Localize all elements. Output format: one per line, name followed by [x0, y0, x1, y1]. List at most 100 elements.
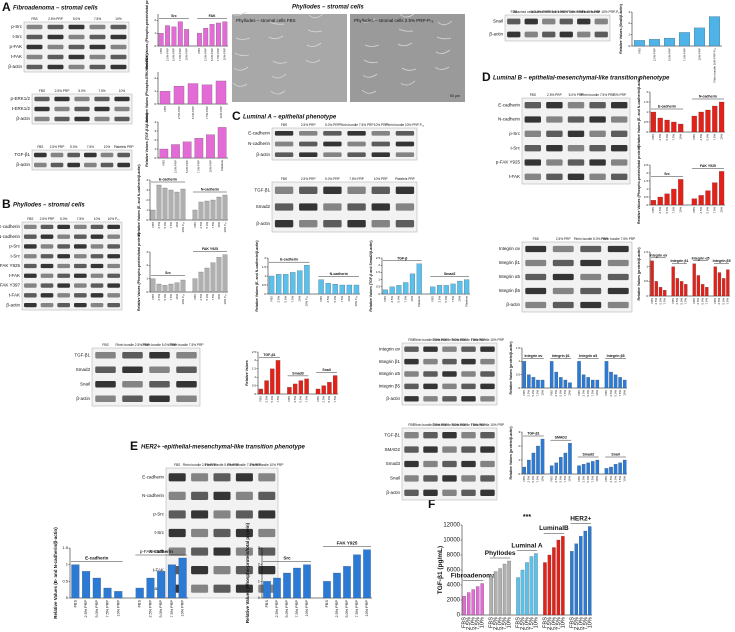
bar: [275, 274, 282, 295]
category-label: FBS: [193, 222, 197, 228]
band: [442, 346, 457, 352]
category-label: 5.0%: [163, 222, 167, 229]
category-label: 10%: [678, 134, 682, 140]
y-axis-label: Relative Values (E- and N-cadherin/β-act…: [637, 76, 641, 147]
lane-label: Fibrin bundle 7.5% PRP: [227, 463, 261, 467]
category-label: FBS: [73, 600, 77, 608]
category-label: 7.5% PRP: [205, 106, 209, 119]
category-label: 2.5%: [554, 390, 558, 397]
band: [26, 64, 43, 70]
y-tick-label: 2: [146, 263, 148, 267]
category-label: 10%: [175, 294, 179, 300]
band: [461, 460, 476, 468]
category-label: 10%: [622, 390, 626, 396]
band: [480, 396, 495, 402]
bar: [315, 388, 321, 395]
bar: [722, 278, 726, 297]
category-label: FBS: [577, 390, 581, 396]
y-tick-label: 1: [146, 276, 148, 280]
lane-label: 2.5% PRP: [40, 217, 55, 221]
band: [40, 273, 54, 278]
y-tick-label: 1: [258, 578, 261, 583]
lane-label: 10%: [119, 89, 126, 93]
bar: [650, 260, 654, 297]
cell-streak: [233, 66, 249, 71]
category-label: 7.5%: [211, 222, 215, 229]
category-label: 10% P₇₅: [305, 296, 309, 307]
band: [168, 510, 186, 519]
y-tick-label: 3: [154, 129, 156, 133]
band: [423, 489, 438, 496]
cell-streak: [397, 42, 413, 47]
bar: [165, 25, 170, 47]
bar: [549, 465, 554, 475]
band: [110, 24, 127, 30]
category-label: 5.0% PRP: [159, 600, 163, 618]
band: [213, 473, 231, 482]
micrograph: [232, 14, 347, 102]
lane-label: Platelets PRP: [114, 145, 134, 149]
category-label: 10%: [347, 296, 351, 302]
category-label: 2.5% PRP: [165, 48, 169, 61]
band: [26, 34, 43, 40]
category-label: FBS: [259, 396, 263, 402]
band: [114, 106, 130, 112]
bar: [273, 577, 281, 599]
band: [480, 358, 495, 365]
band: [442, 396, 457, 402]
category-label: 5.0%: [658, 298, 662, 305]
band: [404, 475, 419, 482]
category-label: 5.0%: [665, 207, 669, 214]
y-tick-label: 0: [254, 392, 256, 396]
band: [90, 283, 104, 288]
band: [68, 44, 85, 50]
category-label: 7.5% PRP: [295, 600, 299, 618]
y-tick-label: 1: [254, 375, 256, 379]
category-label: 5.0%: [531, 476, 535, 483]
band: [274, 152, 294, 158]
category-label: 7.5%: [713, 207, 717, 214]
cell-streak: [272, 60, 288, 64]
bar: [604, 468, 609, 475]
category-label: 5.0%: [679, 298, 683, 305]
category-label: FBS: [713, 298, 717, 304]
band: [461, 475, 476, 482]
category-label: 7.5%: [713, 134, 717, 141]
row-label: β-actin: [8, 64, 22, 69]
group-label: Integrin α5: [692, 256, 710, 260]
row-label: t-ERK1/2: [12, 106, 31, 111]
bar: [507, 560, 511, 616]
row-label: Integrin α5: [379, 371, 401, 376]
band: [90, 224, 104, 230]
category-label: 5.0%: [613, 390, 617, 397]
bar: [71, 564, 80, 599]
y-tick-label: 10000: [443, 538, 460, 544]
bar: [194, 138, 204, 159]
y-tick-label: 1: [154, 89, 156, 93]
bar: [82, 571, 91, 599]
band: [47, 54, 64, 60]
band: [149, 395, 170, 402]
band: [168, 473, 186, 482]
y-axis-label: Relative Values (protein/β-actin): [637, 247, 641, 300]
band: [525, 273, 547, 281]
lane-label: 10% PRP: [374, 123, 388, 127]
group-label: Integrin β5: [713, 259, 731, 263]
lane-label: Fibrin bundle 10% PRP: [567, 10, 600, 14]
lane-label: FBS: [27, 217, 33, 221]
bar: [157, 571, 166, 599]
lane-label: 2.5% PRP: [301, 123, 316, 127]
band: [552, 287, 574, 295]
category-label: 10%: [540, 390, 544, 396]
group-label: N-cadherin: [699, 95, 717, 99]
bar: [475, 586, 480, 616]
band: [404, 396, 419, 402]
row-label: E-cadherin: [248, 131, 270, 136]
bar: [298, 380, 304, 395]
bar: [480, 583, 484, 616]
y-tick-label: 3: [628, 10, 630, 14]
bar: [708, 16, 720, 47]
lane-label: 5.0% PRP: [325, 177, 340, 181]
row-label: E-cadherin: [498, 102, 520, 107]
band: [50, 162, 64, 168]
